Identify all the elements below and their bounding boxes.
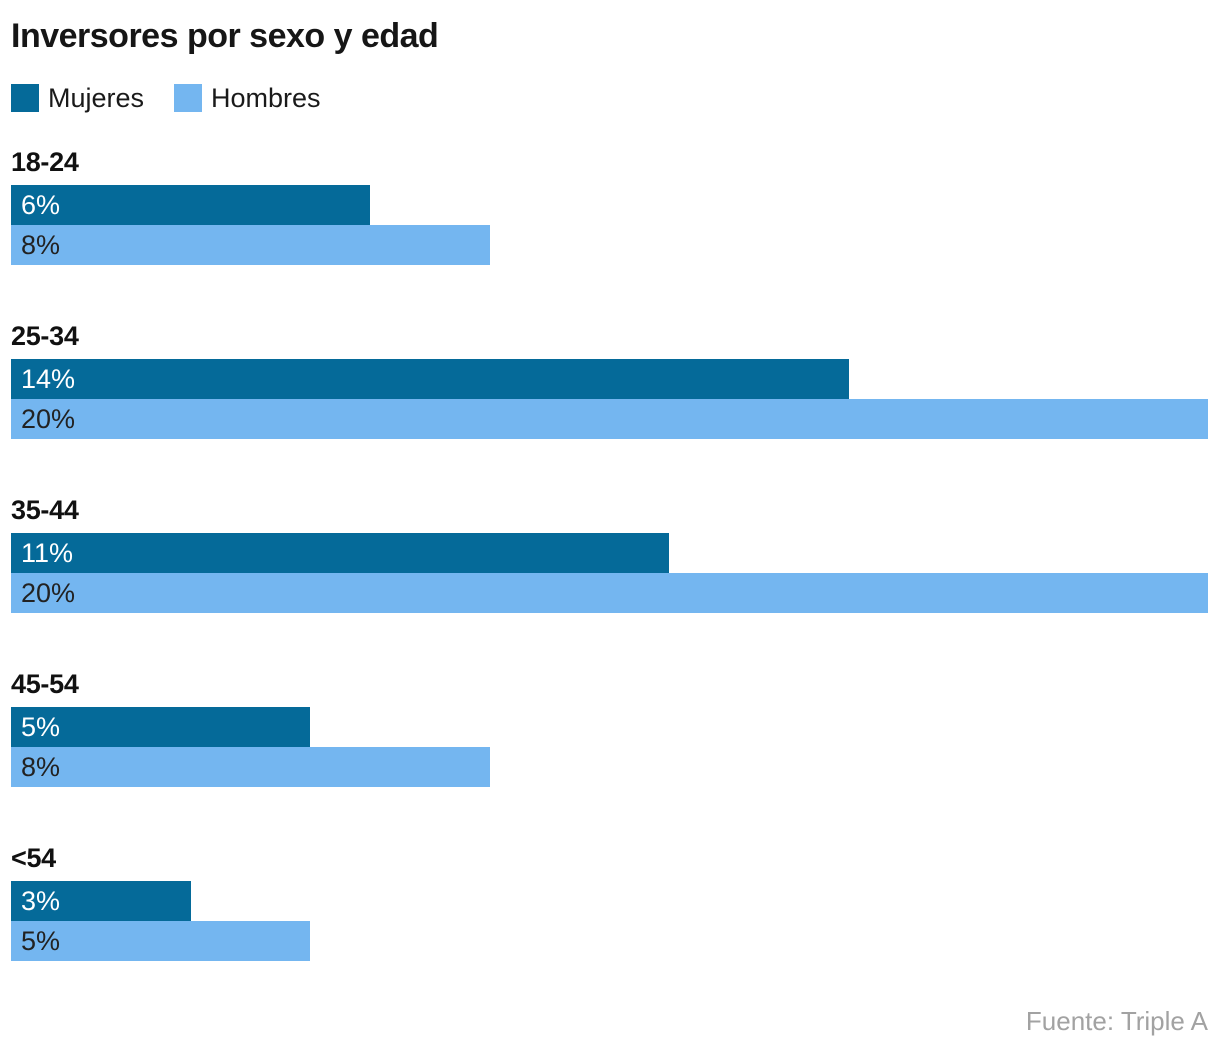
source-note: Fuente: Triple A (1025, 1006, 1208, 1036)
bar-groups: 18-24 6% 8% 25-34 14% 20% 35-44 11% 20% 45-54 5% 8%… (11, 147, 1208, 961)
category-label: 25-34 (11, 321, 79, 351)
category-label: 45-54 (11, 669, 79, 699)
legend-label: Mujeres (48, 83, 145, 113)
bar-hombres: 8% (11, 225, 490, 265)
bar-group: <54 3% 5% (11, 843, 1208, 961)
page-title: Inversores por sexo y edad (11, 17, 439, 55)
bar-group: 45-54 5% 8% (11, 669, 1208, 787)
bar-mujeres: 11% (11, 533, 670, 573)
legend-label: Hombres (211, 83, 321, 113)
bar-value-label: 5% (21, 711, 61, 742)
legend-swatch-icon (11, 84, 39, 112)
bar-value-label: 8% (21, 751, 61, 782)
bar-value-label: 20% (21, 577, 76, 608)
legend-swatch-icon (174, 84, 203, 112)
legend: Mujeres Hombres (11, 83, 1208, 113)
bar-value-label: 11% (21, 537, 74, 568)
bar-hombres: 8% (11, 747, 490, 787)
bar-value-label: 6% (21, 189, 61, 220)
category-label: 18-24 (11, 147, 79, 177)
bar-value-label: 20% (21, 403, 76, 434)
bar-group: 18-24 6% 8% (11, 147, 1208, 265)
legend-item-hombres: Hombres (174, 83, 321, 113)
bar-mujeres: 6% (11, 185, 371, 225)
category-label: 35-44 (11, 495, 79, 525)
bar-group: 35-44 11% 20% (11, 495, 1208, 613)
category-label: <54 (11, 843, 56, 873)
legend-item-mujeres: Mujeres (11, 83, 144, 113)
bar-hombres: 20% (11, 399, 1208, 439)
bar-value-label: 14% (21, 363, 76, 394)
bar-value-label: 5% (21, 925, 61, 956)
bar-hombres: 5% (11, 921, 311, 961)
bar-group: 25-34 14% 20% (11, 321, 1208, 439)
bar-mujeres: 14% (11, 359, 849, 399)
bar-mujeres: 5% (11, 707, 311, 747)
bar-value-label: 3% (21, 885, 61, 916)
bar-mujeres: 3% (11, 881, 191, 921)
bar-value-label: 8% (21, 229, 61, 260)
bar-hombres: 20% (11, 573, 1208, 613)
